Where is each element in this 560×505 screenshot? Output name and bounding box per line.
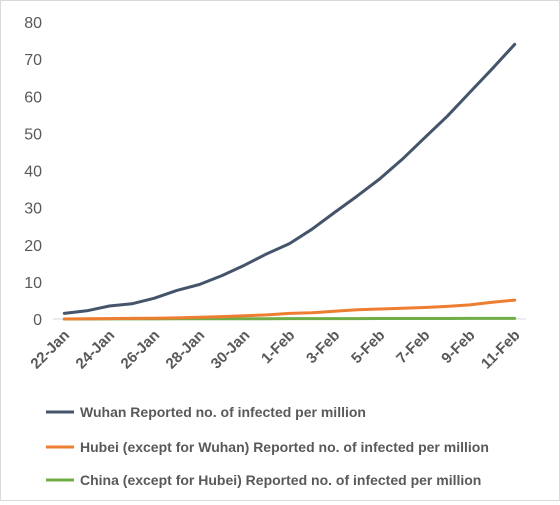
y-tick-label: 70 xyxy=(24,52,42,69)
legend-item: Wuhan Reported no. of infected per milli… xyxy=(46,404,366,420)
x-tick-label: 1-Feb xyxy=(258,327,298,367)
y-tick-label: 50 xyxy=(24,126,42,143)
x-tick-label: 5-Feb xyxy=(348,327,388,367)
y-tick-label: 60 xyxy=(24,89,42,106)
series-line xyxy=(62,42,517,315)
series-line xyxy=(62,298,517,321)
y-tick-label: 0 xyxy=(33,312,42,329)
legend: Wuhan Reported no. of infected per milli… xyxy=(46,404,489,488)
x-tick-label: 24-Jan xyxy=(73,327,119,373)
legend-label: Hubei (except for Wuhan) Reported no. of… xyxy=(80,439,489,455)
y-tick-label: 30 xyxy=(24,201,42,218)
x-tick-label: 7-Feb xyxy=(393,327,433,367)
y-tick-label: 80 xyxy=(24,15,42,32)
legend-label: China (except for Hubei) Reported no. of… xyxy=(80,472,481,488)
series-lines xyxy=(62,42,517,321)
x-tick-label: 30-Jan xyxy=(208,327,254,373)
x-tick-label: 28-Jan xyxy=(163,327,209,373)
legend-item: China (except for Hubei) Reported no. of… xyxy=(46,472,481,488)
x-tick-label: 9-Feb xyxy=(438,327,478,367)
legend-item: Hubei (except for Wuhan) Reported no. of… xyxy=(46,439,489,455)
y-tick-label: 40 xyxy=(24,164,42,181)
y-tick-label: 10 xyxy=(24,275,42,292)
y-tick-label: 20 xyxy=(24,238,42,255)
legend-label: Wuhan Reported no. of infected per milli… xyxy=(80,404,366,420)
x-tick-label: 22-Jan xyxy=(27,327,73,373)
x-tick-label: 26-Jan xyxy=(118,327,164,373)
x-tick-label: 11-Feb xyxy=(478,327,524,373)
x-axis-ticks: 22-Jan 24-Jan 26-Jan 28-Jan 30-Jan 1-Feb 3-Feb… xyxy=(27,327,523,373)
y-axis-ticks: 0 10 20 30 40 50 60 70 80 xyxy=(24,15,42,329)
x-tick-label: 3-Feb xyxy=(303,327,343,367)
